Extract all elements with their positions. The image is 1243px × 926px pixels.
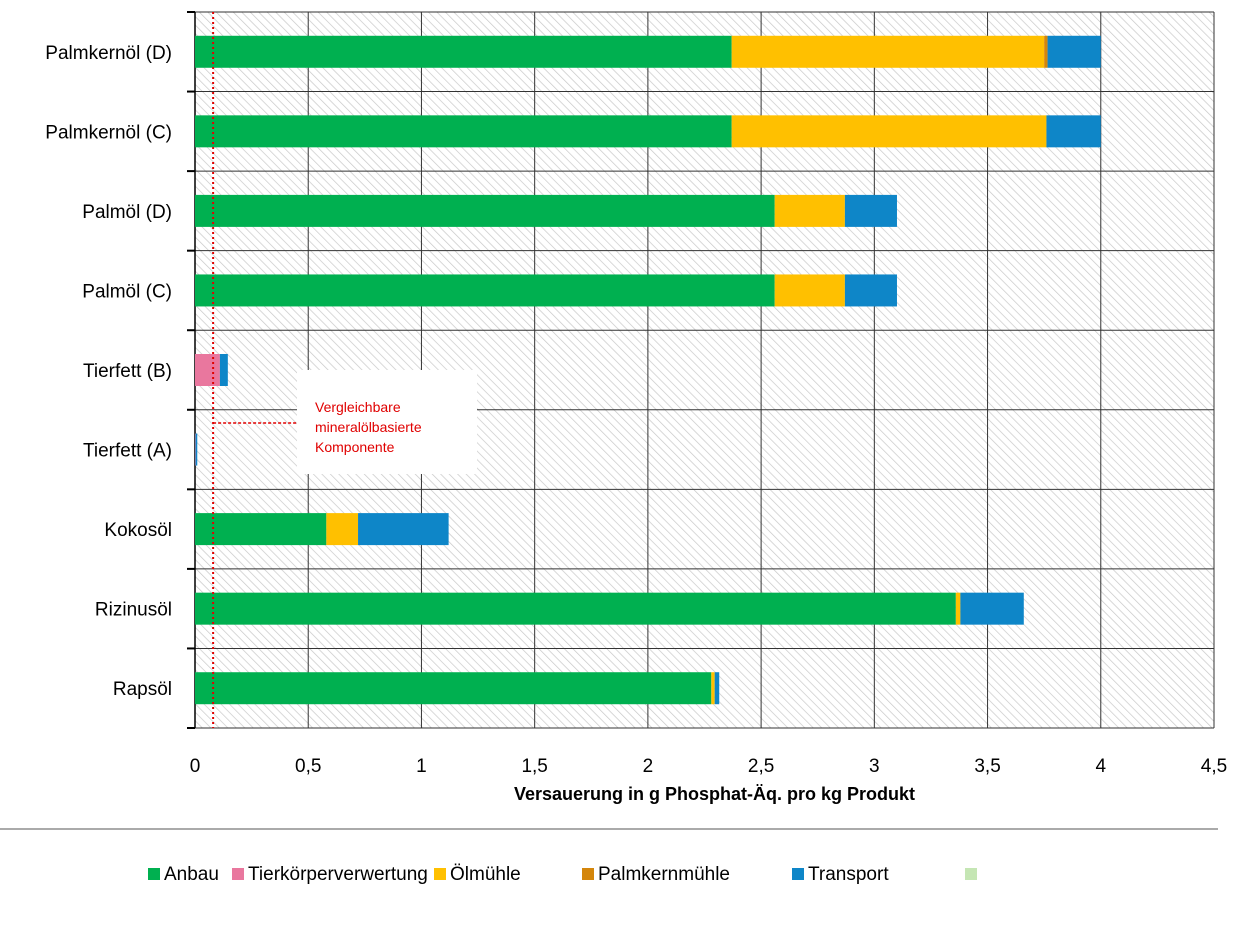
x-tick-label: 1	[416, 756, 427, 777]
bar-transport	[358, 513, 449, 546]
annotation-box	[297, 370, 477, 474]
annotation-text: Komponente	[315, 439, 395, 455]
bar-transport	[219, 354, 228, 386]
bar-ölmühle	[774, 194, 845, 227]
category-label: Palmöl (C)	[82, 281, 172, 302]
legend-swatch	[148, 868, 160, 880]
bar-transport	[714, 672, 720, 705]
bar-anbau	[195, 672, 712, 705]
legend-swatch	[792, 868, 804, 880]
bar-transport	[960, 592, 1024, 625]
bar-anbau	[195, 592, 956, 625]
bar-ölmühle	[731, 115, 1047, 148]
category-label: Tierfett (A)	[83, 441, 172, 462]
bar-palmkernmühle	[1044, 35, 1048, 68]
bar-anbau	[195, 115, 732, 148]
x-tick-label: 1,5	[521, 756, 547, 777]
x-axis-title: Versauerung in g Phosphat-Äq. pro kg Pro…	[514, 784, 915, 804]
x-tick-label: 2,5	[748, 756, 774, 777]
legend-label: Ölmühle	[450, 864, 521, 885]
legend-label: Palmkernmühle	[598, 864, 730, 885]
bar-ölmühle	[711, 672, 715, 705]
legend-swatch	[582, 868, 594, 880]
category-label: Palmöl (D)	[82, 202, 172, 223]
annotation-text: Vergleichbare	[315, 399, 401, 415]
bar-anbau	[195, 513, 327, 546]
bar-ölmühle	[731, 35, 1045, 68]
bar-tierkörperverwertung	[195, 433, 196, 466]
category-label: Tierfett (B)	[83, 361, 172, 382]
category-label: Rizinusöl	[95, 600, 172, 621]
category-label: Palmkernöl (D)	[45, 43, 172, 64]
legend-label: Tierkörperverwertung	[248, 864, 428, 885]
x-tick-label: 4	[1095, 756, 1106, 777]
bar-transport	[1047, 35, 1101, 68]
x-tick-label: 2	[643, 756, 654, 777]
legend-swatch	[434, 868, 446, 880]
bar-transport	[844, 274, 897, 307]
x-tick-label: 4,5	[1201, 756, 1227, 777]
bar-ölmühle	[955, 592, 961, 625]
bar-anbau	[195, 35, 732, 68]
bar-anbau	[195, 274, 775, 307]
x-tick-label: 0,5	[295, 756, 321, 777]
bar-transport	[195, 433, 198, 466]
bar-transport	[844, 194, 897, 227]
category-label: Rapsöl	[113, 679, 172, 700]
bar-anbau	[195, 194, 775, 227]
category-label: Palmkernöl (C)	[45, 122, 172, 143]
legend-label: Transport	[808, 864, 889, 885]
x-tick-label: 3	[869, 756, 880, 777]
legend-label: Anbau	[164, 864, 219, 885]
bar-ölmühle	[326, 513, 359, 546]
category-label: Kokosöl	[104, 520, 172, 541]
bar-transport	[1046, 115, 1101, 148]
legend-swatch	[965, 868, 977, 880]
x-tick-label: 0	[190, 756, 201, 777]
x-tick-label: 3,5	[974, 756, 1000, 777]
legend-swatch	[232, 868, 244, 880]
bar-tierkörperverwertung	[195, 354, 220, 386]
annotation-text: mineralölbasierte	[315, 419, 422, 435]
bar-ölmühle	[774, 274, 845, 307]
